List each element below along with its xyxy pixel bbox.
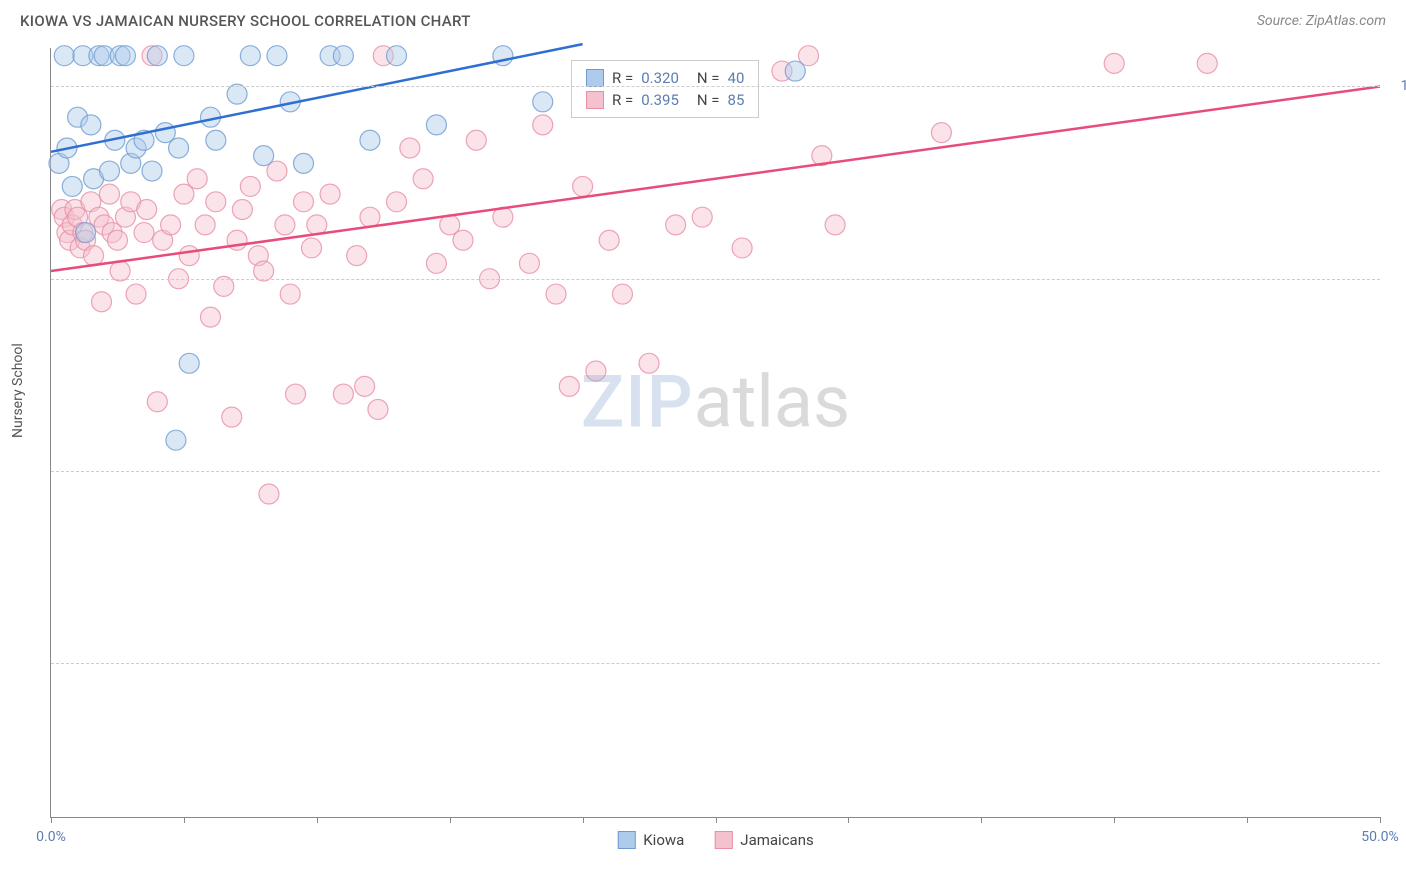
y-axis-label: Nursery School	[10, 343, 26, 438]
source-attribution: Source: ZipAtlas.com	[1257, 13, 1386, 29]
x-tick-label: 50.0%	[1361, 829, 1399, 845]
y-tick-label: 100.0%	[1401, 78, 1406, 94]
legend-item-kiowa: Kiowa	[617, 831, 684, 849]
stats-row-jamaicans: R = 0.395 N = 85	[586, 89, 744, 111]
swatch-kiowa-icon	[617, 831, 635, 849]
swatch-kiowa	[586, 69, 604, 87]
legend-label-jamaicans: Jamaicans	[740, 831, 813, 849]
legend-label-kiowa: Kiowa	[643, 831, 684, 849]
scatter-plot-svg	[51, 48, 1380, 817]
swatch-jamaicans-icon	[714, 831, 732, 849]
chart-plot-area: ZIPatlas R = 0.320 N = 40 R = 0.395 N = …	[50, 48, 1380, 818]
swatch-jamaicans	[586, 91, 604, 109]
chart-title: KIOWA VS JAMAICAN NURSERY SCHOOL CORRELA…	[20, 12, 471, 30]
x-tick-label: 0.0%	[36, 829, 66, 845]
legend-item-jamaicans: Jamaicans	[714, 831, 813, 849]
series-legend: Kiowa Jamaicans	[617, 831, 813, 849]
stats-legend: R = 0.320 N = 40 R = 0.395 N = 85	[571, 60, 759, 118]
